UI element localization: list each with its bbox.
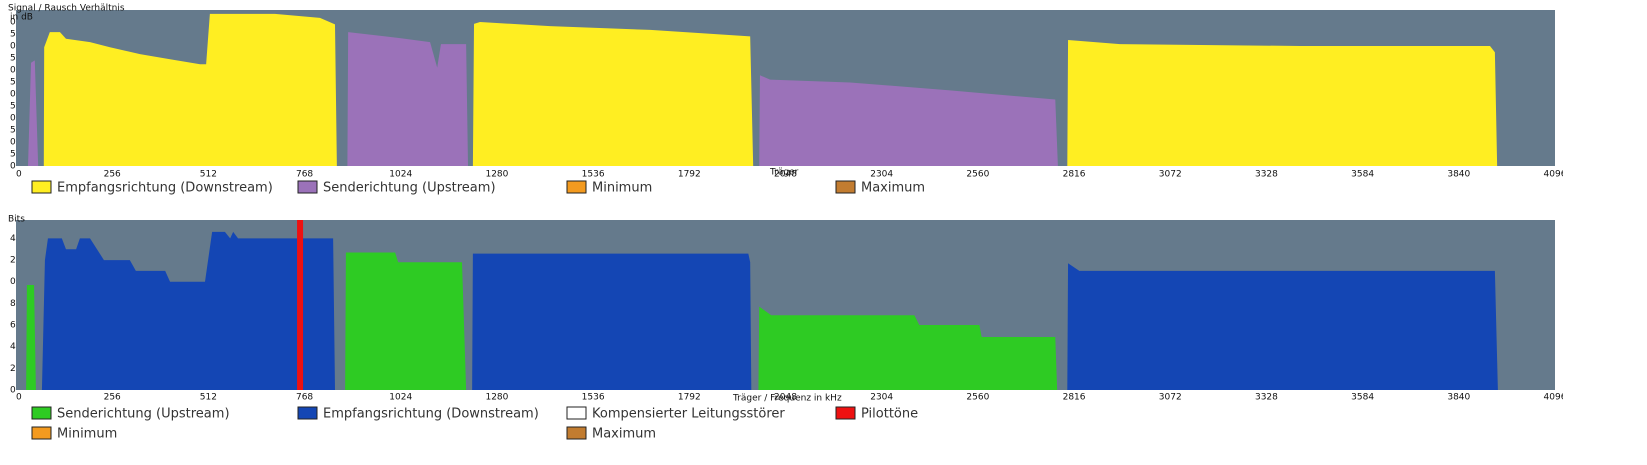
chart-title: Bits — [8, 215, 25, 225]
x-tick-label: 1536 — [582, 170, 605, 180]
x-tick-label: 2560 — [966, 393, 989, 403]
x-tick-label: 1792 — [678, 393, 701, 403]
legend-swatch — [31, 180, 52, 194]
y-tick-label: 0 — [10, 138, 16, 148]
y-tick-label: 0 — [10, 114, 16, 124]
y-tick-label: 0 — [10, 66, 16, 76]
y-axis-label: in dB — [10, 13, 33, 23]
x-tick-label: 2560 — [966, 170, 989, 180]
x-tick-label: 1792 — [678, 170, 701, 180]
x-tick-label: 3584 — [1351, 170, 1374, 180]
y-tick-label: 5 — [10, 126, 16, 136]
legend-label: Minimum — [57, 427, 117, 442]
legend-swatch — [31, 406, 52, 420]
legend-swatch — [566, 180, 587, 194]
x-tick-label: 768 — [296, 393, 313, 403]
pilot-tone — [297, 220, 304, 390]
x-tick-label: 1280 — [485, 393, 508, 403]
y-tick-label: 2 — [10, 256, 16, 266]
y-tick-label: 0 — [10, 90, 16, 100]
legend-label: Senderichtung (Upstream) — [323, 181, 496, 196]
legend-label: Maximum — [861, 181, 925, 196]
x-tick-label: 2048 — [774, 393, 797, 403]
x-axis-label: Träger / Frequenz in kHz — [732, 394, 842, 404]
legend-swatch — [835, 406, 856, 420]
legend-label: Empfangsrichtung (Downstream) — [57, 181, 273, 196]
y-tick-label: 5 — [10, 102, 16, 112]
legend-swatch — [297, 180, 318, 194]
y-tick-label: 5 — [10, 30, 16, 40]
x-tick-label: 1024 — [389, 170, 412, 180]
x-tick-label: 3840 — [1447, 170, 1470, 180]
legend-swatch — [31, 426, 52, 440]
x-tick-label: 2304 — [870, 393, 893, 403]
y-tick-label: 4 — [10, 234, 16, 244]
legend-label: Senderichtung (Upstream) — [57, 407, 230, 422]
x-tick-label: 4096 — [1544, 393, 1563, 403]
legend-label: Maximum — [592, 427, 656, 442]
y-tick-label: 0 — [10, 277, 16, 287]
x-tick-label: 256 — [104, 393, 121, 403]
y-tick-label: 5 — [10, 54, 16, 64]
legend-swatch — [835, 180, 856, 194]
legend-label: Empfangsrichtung (Downstream) — [323, 407, 539, 422]
x-tick-label: 3328 — [1255, 393, 1278, 403]
legend-label: Minimum — [592, 181, 652, 196]
chart-title: Signal / Rausch Verhältnis — [8, 4, 125, 14]
x-tick-label: 3584 — [1351, 393, 1374, 403]
y-tick-label: 6 — [10, 321, 16, 331]
y-tick-label: 0 — [10, 162, 16, 172]
y-tick-label: 4 — [10, 342, 16, 352]
x-tick-label: 3328 — [1255, 170, 1278, 180]
x-tick-label: 3072 — [1159, 170, 1182, 180]
x-tick-label: 1280 — [485, 170, 508, 180]
x-tick-label: 1536 — [582, 393, 605, 403]
x-tick-label: 2816 — [1063, 170, 1086, 180]
x-tick-label: 2048 — [774, 170, 797, 180]
area — [28, 32, 1058, 166]
x-tick-label: 0 — [16, 170, 22, 180]
y-tick-label: 0 — [10, 18, 16, 28]
y-tick-label: 5 — [10, 78, 16, 88]
x-tick-label: 768 — [296, 170, 313, 180]
x-tick-label: 3072 — [1159, 393, 1182, 403]
y-tick-label: 0 — [10, 386, 16, 396]
y-tick-label: 0 — [10, 42, 16, 52]
legend-swatch — [566, 406, 587, 420]
x-tick-label: 512 — [200, 170, 217, 180]
y-tick-label: 5 — [10, 150, 16, 160]
x-axis-label: Träger — [769, 168, 799, 178]
y-tick-label: 2 — [10, 364, 16, 374]
x-tick-label: 2816 — [1063, 393, 1086, 403]
area — [41, 231, 1498, 390]
legend-label: Pilottöne — [861, 407, 918, 422]
x-tick-label: 1024 — [389, 393, 412, 403]
area — [26, 252, 1058, 390]
x-tick-label: 2304 — [870, 170, 893, 180]
x-tick-label: 512 — [200, 393, 217, 403]
y-tick-label: 8 — [10, 299, 16, 309]
legend-swatch — [566, 426, 587, 440]
area — [43, 13, 1498, 167]
x-tick-label: 0 — [16, 393, 22, 403]
x-tick-label: 3840 — [1447, 393, 1470, 403]
legend-swatch — [297, 406, 318, 420]
x-tick-label: 4096 — [1544, 170, 1563, 180]
legend-label: Kompensierter Leitungsstörer — [592, 407, 785, 422]
x-tick-label: 256 — [104, 170, 121, 180]
